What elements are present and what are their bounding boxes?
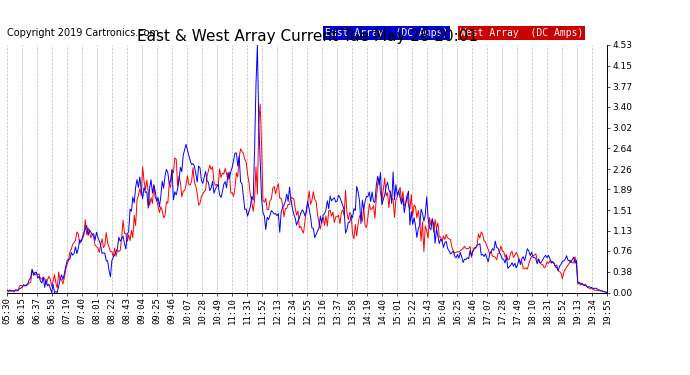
Text: West Array  (DC Amps): West Array (DC Amps) xyxy=(460,28,584,38)
Text: East Array  (DC Amps): East Array (DC Amps) xyxy=(325,28,449,38)
Text: Copyright 2019 Cartronics.com: Copyright 2019 Cartronics.com xyxy=(7,28,159,38)
Title: East & West Array Current Tue May 28 20:01: East & West Array Current Tue May 28 20:… xyxy=(137,29,477,44)
